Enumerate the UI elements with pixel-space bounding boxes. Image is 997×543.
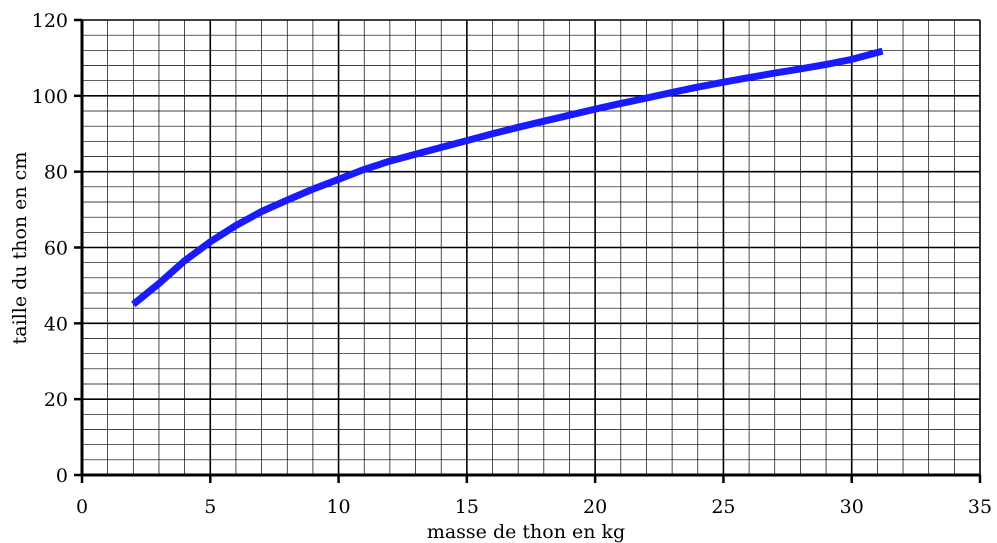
series-layer bbox=[133, 51, 882, 304]
y-tick-label: 120 bbox=[32, 10, 68, 32]
y-tick-label: 60 bbox=[44, 238, 68, 260]
x-tick-label: 0 bbox=[76, 496, 88, 518]
x-tick-label: 20 bbox=[583, 496, 607, 518]
y-tick-label: 0 bbox=[56, 465, 68, 487]
y-tick-label: 100 bbox=[32, 86, 68, 108]
y-tick-label: 80 bbox=[44, 162, 68, 184]
x-tick-label: 25 bbox=[711, 496, 735, 518]
x-tick-label: 35 bbox=[968, 496, 992, 518]
series-line bbox=[133, 51, 882, 304]
y-tick-label: 40 bbox=[44, 313, 68, 335]
x-tick-label: 10 bbox=[326, 496, 350, 518]
y-axis-title: taille du thon en cm bbox=[9, 152, 31, 345]
x-axis-title: masse de thon en kg bbox=[427, 521, 625, 543]
grid bbox=[82, 20, 980, 475]
y-tick-label: 20 bbox=[44, 389, 68, 411]
x-tick-label: 30 bbox=[840, 496, 864, 518]
x-tick-label: 15 bbox=[455, 496, 479, 518]
x-tick-label: 5 bbox=[204, 496, 216, 518]
